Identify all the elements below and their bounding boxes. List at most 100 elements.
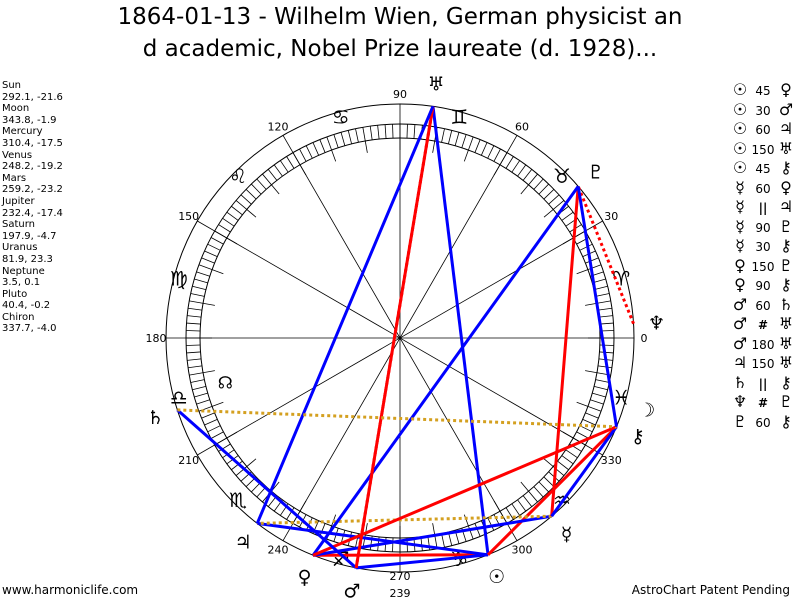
aspect-line-mercury-pluto [550, 186, 580, 517]
jupiter-icon: ♃ [732, 353, 748, 372]
degree-tick [231, 205, 243, 216]
degree-tick [280, 160, 289, 173]
degree-tick [210, 431, 224, 439]
planet-jupiter-icon: ♃ [235, 532, 252, 554]
degree-tick [362, 523, 368, 549]
degree-tick [326, 136, 337, 162]
planet-mercury-icon: ☿ [561, 524, 573, 546]
degree-tick [533, 486, 544, 498]
mars-icon: ♂ [778, 99, 794, 119]
neptune-icon: ♆ [732, 392, 748, 411]
jupiter-icon: ♃ [778, 119, 794, 138]
degree-tick [543, 189, 555, 200]
planet-coordinates: 232.4, -17.4 [2, 207, 63, 219]
zodiac-sign-icon: ♌ [229, 164, 247, 188]
planet-coordinates: 40.4, -0.2 [2, 300, 51, 312]
degree-tick [585, 370, 611, 376]
degree-tick [369, 126, 373, 141]
aspect-row: ♂ 60 ♄ [732, 295, 794, 315]
sun-icon: ☉ [732, 138, 748, 158]
planet-name: Moon [2, 103, 30, 115]
saturn-icon: ♄ [778, 294, 794, 314]
planet-sun-icon: ☉ [488, 566, 505, 588]
planet-name: Neptune [2, 265, 45, 277]
planet-neptune-icon: ♆ [648, 312, 665, 334]
degree-tick [190, 379, 205, 383]
planet-mars-icon: ♂ [343, 580, 360, 600]
degree-tick [305, 517, 313, 531]
degree-tick [576, 401, 602, 412]
degree-tick [231, 460, 243, 471]
aspect-type: || [758, 201, 768, 215]
degree-tick [561, 455, 574, 465]
degree-tick [520, 481, 538, 503]
degree-label: 60 [515, 121, 529, 134]
planet-saturn-icon: ♄ [147, 407, 164, 429]
planet-name: Mercury [2, 126, 43, 138]
degree-tick [517, 164, 527, 177]
degree-tick [267, 169, 278, 181]
aspect-row: ♇ 60 ⚷ [732, 412, 794, 432]
degree-tick [592, 392, 606, 398]
degree-tick [461, 134, 467, 148]
mars-icon: ♂ [732, 294, 748, 314]
aspect-row: ♀ 150 ♇ [732, 256, 794, 276]
degree-tick [493, 148, 501, 162]
planet-name: Uranus [2, 242, 38, 254]
aspect-row: ☿ || ♃ [732, 197, 794, 217]
aspect-line-sun-uranus [431, 106, 490, 555]
degree-tick [599, 351, 614, 354]
degree-tick [207, 425, 221, 433]
degree-tick [312, 142, 320, 156]
degree-tick [192, 385, 207, 391]
mercury-icon: ☿ [735, 236, 745, 255]
aspect-type: 150 [751, 142, 775, 157]
degree-tick [585, 257, 599, 264]
mercury-icon: ☿ [735, 216, 745, 236]
planet-coordinates: 337.7, -4.0 [2, 323, 57, 335]
planet-uranus-icon: ♅ [428, 74, 445, 96]
aspect-type: 45 [755, 84, 771, 98]
degree-tick [595, 293, 610, 297]
degree-tick [517, 499, 527, 512]
aspect-line-jupiter-uranus [255, 105, 435, 524]
chiron-icon: ⚷ [780, 158, 792, 177]
aspect-type: 60 [755, 415, 771, 430]
degree-tick [226, 211, 239, 221]
degree-label: 120 [268, 121, 289, 134]
degree-tick [319, 139, 326, 153]
planet-coordinates: 81.9, 23.3 [2, 253, 53, 265]
degree-tick [441, 533, 445, 548]
planet-venus-icon: ♀ [298, 567, 312, 589]
degree-tick [582, 418, 596, 426]
aspect-line-neptune-pluto [576, 185, 635, 325]
aspect-line-saturn-chiron [177, 408, 617, 429]
degree-tick [204, 250, 218, 258]
degree-tick [576, 431, 590, 439]
degree-tick [186, 322, 201, 325]
degree-tick [187, 358, 202, 361]
degree-tick [420, 536, 423, 551]
planet-chiron-icon: ⚷ [631, 426, 645, 448]
degree-tick [192, 285, 207, 291]
degree-tick [413, 124, 416, 139]
sun-icon: ☉ [732, 80, 748, 99]
aspect-type: 30 [755, 240, 771, 254]
website-link[interactable]: www.harmoniclife.com [2, 583, 139, 597]
chart-title-line-1: 1864-01-13 - Wilhelm Wien, German physic… [117, 4, 683, 30]
degree-tick [340, 132, 346, 146]
degree-tick [251, 183, 262, 195]
aspect-type: 90 [755, 279, 771, 293]
degree-tick [319, 523, 326, 537]
degree-tick [198, 264, 224, 275]
degree-tick [548, 194, 560, 205]
planet-coordinates: 292.1, -21.6 [2, 91, 63, 103]
degree-tick [511, 160, 520, 173]
degree-tick [585, 412, 599, 419]
degree-tick [593, 285, 608, 291]
degree-tick [186, 351, 201, 354]
degree-tick [286, 156, 295, 169]
degree-tick [590, 399, 604, 405]
degree-tick [505, 507, 514, 520]
aspect-row: ♀ 90 ⚷ [732, 275, 794, 295]
